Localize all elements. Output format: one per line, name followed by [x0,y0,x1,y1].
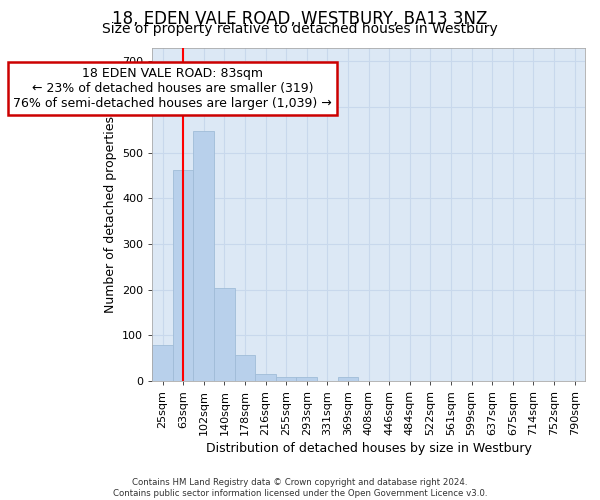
Bar [214,288,235,381]
Bar [338,377,358,381]
Bar [276,377,296,381]
Bar [173,170,193,381]
Text: Size of property relative to detached houses in Westbury: Size of property relative to detached ho… [102,22,498,36]
Text: Contains HM Land Registry data © Crown copyright and database right 2024.
Contai: Contains HM Land Registry data © Crown c… [113,478,487,498]
Y-axis label: Number of detached properties: Number of detached properties [104,116,116,312]
Bar [235,355,255,381]
Bar [255,374,276,381]
Bar [193,130,214,381]
Text: 18, EDEN VALE ROAD, WESTBURY, BA13 3NZ: 18, EDEN VALE ROAD, WESTBURY, BA13 3NZ [112,10,488,28]
Bar [152,346,173,381]
Text: 18 EDEN VALE ROAD: 83sqm
← 23% of detached houses are smaller (319)
76% of semi-: 18 EDEN VALE ROAD: 83sqm ← 23% of detach… [13,67,332,110]
Bar [296,377,317,381]
X-axis label: Distribution of detached houses by size in Westbury: Distribution of detached houses by size … [206,442,532,455]
